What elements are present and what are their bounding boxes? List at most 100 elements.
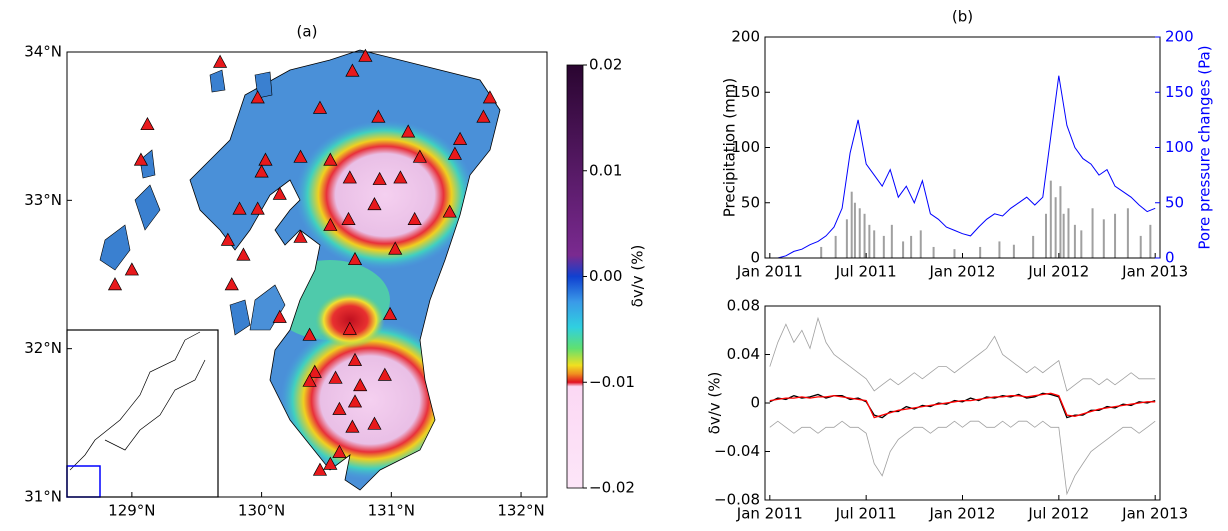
y-tick-label: −0.08 <box>714 491 760 509</box>
precip-bar <box>1126 208 1129 258</box>
station <box>250 90 265 104</box>
precip-bar <box>1091 208 1094 258</box>
precip-bar <box>845 219 848 258</box>
station <box>342 170 357 184</box>
precip-bar <box>863 213 866 258</box>
precip-bar <box>820 246 823 258</box>
x-tick-label: 131°N <box>368 502 415 520</box>
station <box>353 378 368 392</box>
station <box>347 394 363 408</box>
station <box>250 201 265 215</box>
station <box>372 171 387 185</box>
y-tick-label: 200 <box>1165 28 1194 46</box>
station <box>220 232 235 246</box>
station <box>293 149 308 163</box>
colorbar-tick-label: −0.02 <box>589 479 635 497</box>
station <box>232 201 247 215</box>
precip-bar <box>834 235 837 258</box>
colorbar-tick-label: 0.01 <box>589 161 622 179</box>
precip-bar <box>1062 213 1065 258</box>
station <box>442 204 457 218</box>
station <box>345 419 360 433</box>
precip-bar <box>1049 180 1052 258</box>
station <box>272 309 287 323</box>
station <box>447 146 462 160</box>
y-tick-label: 0 <box>750 394 760 412</box>
station <box>332 444 347 458</box>
precip-bar <box>882 235 885 258</box>
station <box>401 124 416 138</box>
station <box>323 152 338 166</box>
panel-title: (a) <box>297 23 318 41</box>
precip-bar <box>1054 197 1057 258</box>
y-tick-label: 0.08 <box>727 297 760 315</box>
colorbar <box>566 64 584 489</box>
x-tick-label: Jan 2011 <box>736 263 803 281</box>
station <box>323 456 338 470</box>
station <box>302 327 317 341</box>
station <box>212 54 228 68</box>
precip-bar <box>1139 235 1142 258</box>
station <box>258 152 273 166</box>
y-tick-label: −0.04 <box>714 442 760 460</box>
station <box>272 186 287 200</box>
station <box>293 229 308 243</box>
x-tick-label: 130°N <box>238 502 285 520</box>
station <box>323 217 338 231</box>
y-tick-label: 34°N <box>24 43 62 61</box>
axes-frame <box>764 36 1161 259</box>
station <box>347 352 363 366</box>
station <box>312 100 328 114</box>
station <box>312 462 328 476</box>
y-tick-label: 150 <box>731 83 760 101</box>
axes-frame <box>764 305 1161 501</box>
precip-bar <box>1067 208 1070 258</box>
y2-axis-label: Pore pressure changes (Pa) <box>1196 45 1214 249</box>
y-tick-label: 0 <box>1165 249 1175 267</box>
y-tick-label: 100 <box>1165 138 1194 156</box>
precip-bar <box>1073 224 1076 258</box>
station <box>367 197 382 211</box>
precip-bar <box>998 241 1001 258</box>
station <box>107 277 123 291</box>
x-tick-label: Jul 2012 <box>1027 263 1089 281</box>
x-tick-label: Jul 2012 <box>1027 505 1089 523</box>
station <box>382 306 398 320</box>
x-tick-label: Jan 2013 <box>1121 505 1188 523</box>
station <box>328 370 343 384</box>
precip-bar <box>873 230 876 258</box>
station <box>224 277 239 291</box>
dvv-line <box>769 420 1156 496</box>
precip-bar <box>1149 224 1152 258</box>
y-tick-label: 150 <box>1165 83 1194 101</box>
x-tick-label: Jan 2012 <box>928 505 995 523</box>
precip-bar <box>902 241 905 258</box>
station <box>133 152 149 166</box>
colorbar-label: δv/v (%) <box>629 245 647 308</box>
precip-bar <box>868 224 871 258</box>
y-axis-label: Precipitation (mm) <box>721 78 739 217</box>
precip-bar <box>850 191 853 258</box>
station <box>452 131 468 145</box>
y-tick-label: 0 <box>750 249 760 267</box>
station <box>302 373 317 387</box>
station <box>476 109 491 123</box>
precip-bar <box>1059 186 1062 258</box>
axes-frame <box>66 51 548 498</box>
precip-bar <box>853 202 856 258</box>
y-tick-label: 200 <box>731 28 760 46</box>
station <box>140 116 155 131</box>
y-tick-label: 50 <box>741 193 760 211</box>
y-tick-label: 32°N <box>24 339 62 357</box>
station <box>347 251 363 266</box>
y-tick-label: 33°N <box>24 191 62 209</box>
x-tick-label: Jan 2012 <box>928 263 995 281</box>
precip-bar <box>858 208 861 258</box>
x-tick-label: 129°N <box>108 502 155 520</box>
station <box>254 164 269 178</box>
station <box>236 247 251 261</box>
station <box>482 90 498 104</box>
x-tick-label: Jan 2013 <box>1121 263 1188 281</box>
precip-bar <box>953 249 956 258</box>
